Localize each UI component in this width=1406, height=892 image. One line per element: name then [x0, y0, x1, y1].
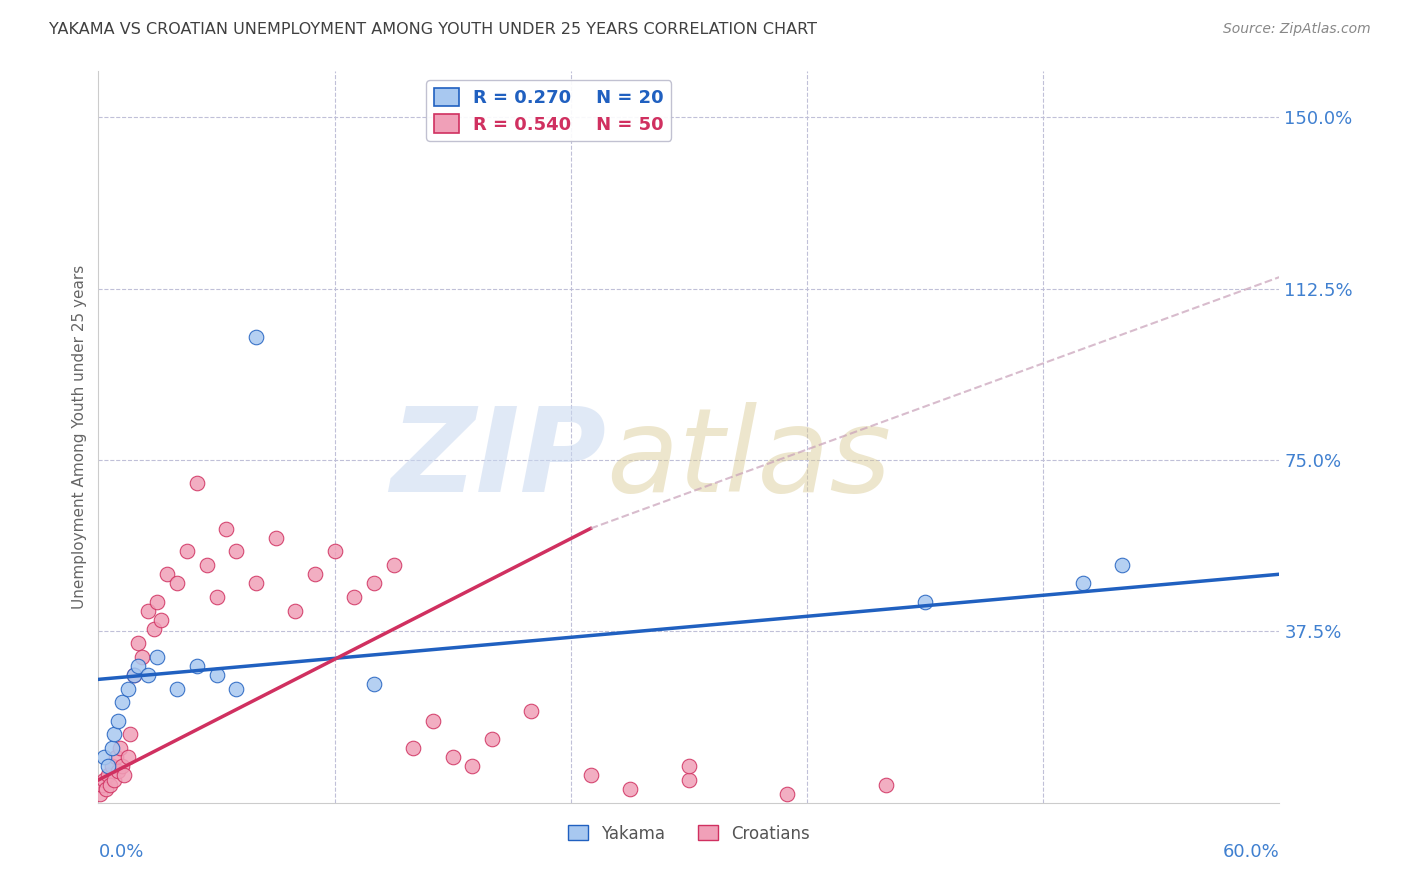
Point: [136, 604, 159, 618]
Point: [146, 594, 169, 608]
Point: [105, 750, 128, 764]
Point: [101, 759, 124, 773]
Point: [103, 772, 125, 787]
Point: [441, 750, 464, 764]
Point: [101, 740, 124, 755]
Point: [225, 681, 247, 696]
Y-axis label: Unemployment Among Youth under 25 years: Unemployment Among Youth under 25 years: [72, 265, 87, 609]
Point: [186, 475, 208, 490]
Point: [118, 727, 141, 741]
Text: YAKAMA VS CROATIAN UNEMPLOYMENT AMONG YOUTH UNDER 25 YEARS CORRELATION CHART: YAKAMA VS CROATIAN UNEMPLOYMENT AMONG YO…: [49, 22, 817, 37]
Point: [520, 705, 543, 719]
Point: [619, 782, 641, 797]
Point: [176, 544, 198, 558]
Point: [264, 531, 287, 545]
Point: [225, 544, 247, 558]
Point: [122, 667, 145, 681]
Point: [875, 778, 897, 792]
Point: [245, 576, 267, 591]
Text: atlas: atlas: [606, 402, 891, 516]
Point: [166, 576, 188, 591]
Point: [108, 740, 131, 755]
Point: [122, 667, 145, 681]
Point: [678, 759, 700, 773]
Point: [363, 576, 385, 591]
Point: [678, 772, 700, 787]
Point: [914, 594, 936, 608]
Point: [96, 782, 118, 797]
Text: 60.0%: 60.0%: [1223, 843, 1279, 861]
Text: 0.0%: 0.0%: [98, 843, 143, 861]
Point: [382, 558, 405, 573]
Point: [579, 768, 602, 782]
Point: [205, 667, 228, 681]
Point: [166, 681, 188, 696]
Point: [117, 681, 139, 696]
Point: [215, 521, 238, 535]
Point: [93, 772, 115, 787]
Point: [107, 714, 129, 728]
Point: [97, 768, 120, 782]
Point: [93, 750, 115, 764]
Point: [156, 567, 179, 582]
Point: [127, 636, 149, 650]
Point: [776, 787, 799, 801]
Point: [107, 764, 129, 778]
Point: [186, 658, 208, 673]
Point: [195, 558, 218, 573]
Point: [97, 759, 120, 773]
Point: [103, 727, 125, 741]
Text: Source: ZipAtlas.com: Source: ZipAtlas.com: [1223, 22, 1371, 37]
Point: [284, 604, 307, 618]
Point: [343, 590, 366, 604]
Point: [117, 750, 139, 764]
Point: [481, 731, 503, 746]
Point: [422, 714, 444, 728]
Point: [205, 590, 228, 604]
Point: [111, 759, 134, 773]
Point: [1111, 558, 1133, 573]
Point: [127, 658, 149, 673]
Point: [1071, 576, 1094, 591]
Point: [304, 567, 326, 582]
Point: [98, 778, 121, 792]
Point: [150, 613, 173, 627]
Point: [323, 544, 346, 558]
Point: [363, 677, 385, 691]
Point: [112, 768, 135, 782]
Text: ZIP: ZIP: [391, 401, 606, 516]
Point: [142, 622, 165, 636]
Point: [89, 787, 111, 801]
Point: [111, 695, 134, 709]
Point: [136, 667, 159, 681]
Point: [146, 649, 169, 664]
Point: [461, 759, 484, 773]
Point: [91, 778, 114, 792]
Legend: Yakama, Croatians: Yakama, Croatians: [561, 818, 817, 849]
Point: [131, 649, 153, 664]
Point: [245, 329, 267, 343]
Point: [402, 740, 425, 755]
